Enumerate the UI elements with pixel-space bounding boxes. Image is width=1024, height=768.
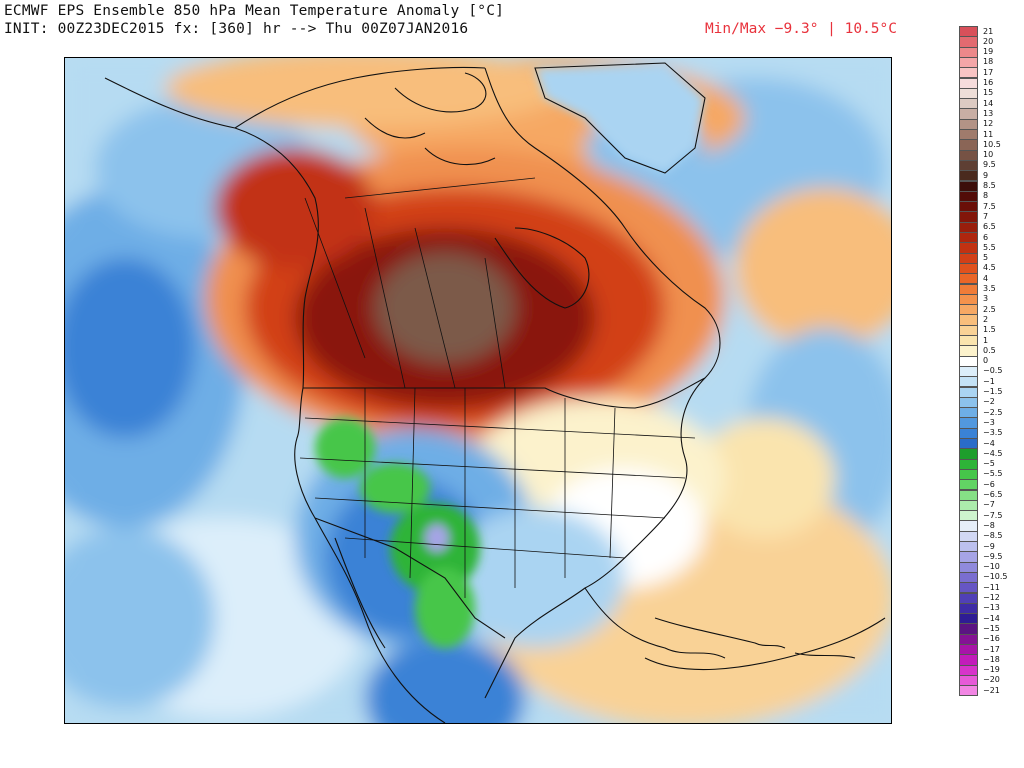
colorbar-label: −5.5	[983, 469, 1003, 479]
colorbar-label: 14	[983, 98, 994, 108]
colorbar-label: 5	[983, 253, 989, 263]
coastline-borders	[104, 62, 886, 723]
colorbar-label: −6	[983, 479, 995, 489]
colorbar-label: −3.5	[983, 428, 1003, 438]
colorbar-label: −21	[983, 685, 1000, 695]
colorbar-label: −3	[983, 417, 995, 427]
colorbar-label: 17	[983, 67, 994, 77]
colorbar-label: −10	[983, 562, 1000, 572]
colorbar-label: 4.5	[983, 263, 996, 273]
colorbar-label: 7.5	[983, 201, 996, 211]
colorbar-label: 3.5	[983, 284, 996, 293]
chart-title: ECMWF EPS Ensemble 850 hPa Mean Temperat…	[4, 3, 505, 19]
colorbar-label: −20	[983, 675, 1000, 685]
colorbar-label: −2.5	[983, 407, 1003, 417]
min-max-readout: Min/Max −9.3° | 10.5°C	[704, 21, 897, 37]
colorbar-label: 0	[983, 356, 989, 366]
colorbar-label: 9.5	[983, 160, 996, 170]
colorbar-label: −15	[983, 623, 1000, 633]
colorbar-label: 2.5	[983, 304, 996, 314]
map-panel	[64, 57, 892, 724]
colorbar-label: −7.5	[983, 510, 1003, 520]
colorbar-label: −1.5	[983, 387, 1003, 396]
colorbar-label: 8	[983, 191, 989, 201]
colorbar-label: −5	[983, 459, 995, 469]
colorbar-label: 3	[983, 294, 989, 304]
colorbar-label: −4	[983, 438, 995, 448]
colorbar-label: 5.5	[983, 242, 996, 252]
colorbar-label: 20	[983, 36, 994, 46]
colorbar-label: 10.5	[983, 139, 1001, 149]
colorbar-label: −19	[983, 665, 1000, 675]
colorbar-label: −10.5	[983, 572, 1008, 582]
colorbar-label: 21	[983, 26, 994, 36]
colorbar-label: 11	[983, 129, 994, 139]
colorbar-label: −18	[983, 654, 1000, 664]
colorbar-label: 1	[983, 335, 989, 345]
colorbar-label: 0.5	[983, 345, 996, 355]
colorbar-label: 13	[983, 108, 994, 118]
cold-core-field	[315, 418, 480, 648]
colorbar-label: −14	[983, 613, 1000, 623]
colorbar-label: 10	[983, 150, 994, 160]
colorbar-label: −12	[983, 593, 1000, 602]
colorbar-label: 2	[983, 314, 989, 324]
colorbar-label: −8.5	[983, 531, 1003, 541]
colorbar-label: −11	[983, 582, 1000, 592]
colorbar-label: −2	[983, 397, 995, 407]
colorbar-swatch	[959, 685, 978, 697]
colorbar-label: 6	[983, 232, 989, 242]
init-forecast-line: INIT: 00Z23DEC2015 fx: [360] hr --> Thu …	[4, 21, 469, 37]
colorbar-label: −13	[983, 603, 1000, 613]
colorbar-label: 6.5	[983, 222, 996, 232]
colorbar-label: 1.5	[983, 325, 996, 335]
colorbar-label: 18	[983, 57, 994, 67]
colorbar-label: −16	[983, 634, 1000, 644]
colorbar-label: −1	[983, 376, 995, 386]
anomaly-field	[65, 58, 891, 723]
colorbar-label: −6.5	[983, 490, 1003, 499]
colorbar-label: 7	[983, 211, 989, 221]
colorbar-label: 12	[983, 119, 994, 129]
colorbar-label: 4	[983, 273, 989, 283]
colorbar-label: −17	[983, 644, 1000, 654]
colorbar-label: −8	[983, 520, 995, 530]
colorbar-label: 19	[983, 47, 994, 57]
colorbar-label: 15	[983, 88, 994, 98]
colorbar-label: −9.5	[983, 551, 1003, 561]
colorbar-label: −4.5	[983, 448, 1003, 458]
temperature-anomaly-map	[65, 58, 891, 723]
colorbar-label: 16	[983, 78, 994, 87]
colorbar-label: −0.5	[983, 366, 1003, 376]
colorbar-label: −7	[983, 500, 995, 510]
colorbar-label: 8.5	[983, 181, 996, 190]
colorbar-label: −9	[983, 541, 995, 551]
colorbar-label: 9	[983, 170, 989, 180]
